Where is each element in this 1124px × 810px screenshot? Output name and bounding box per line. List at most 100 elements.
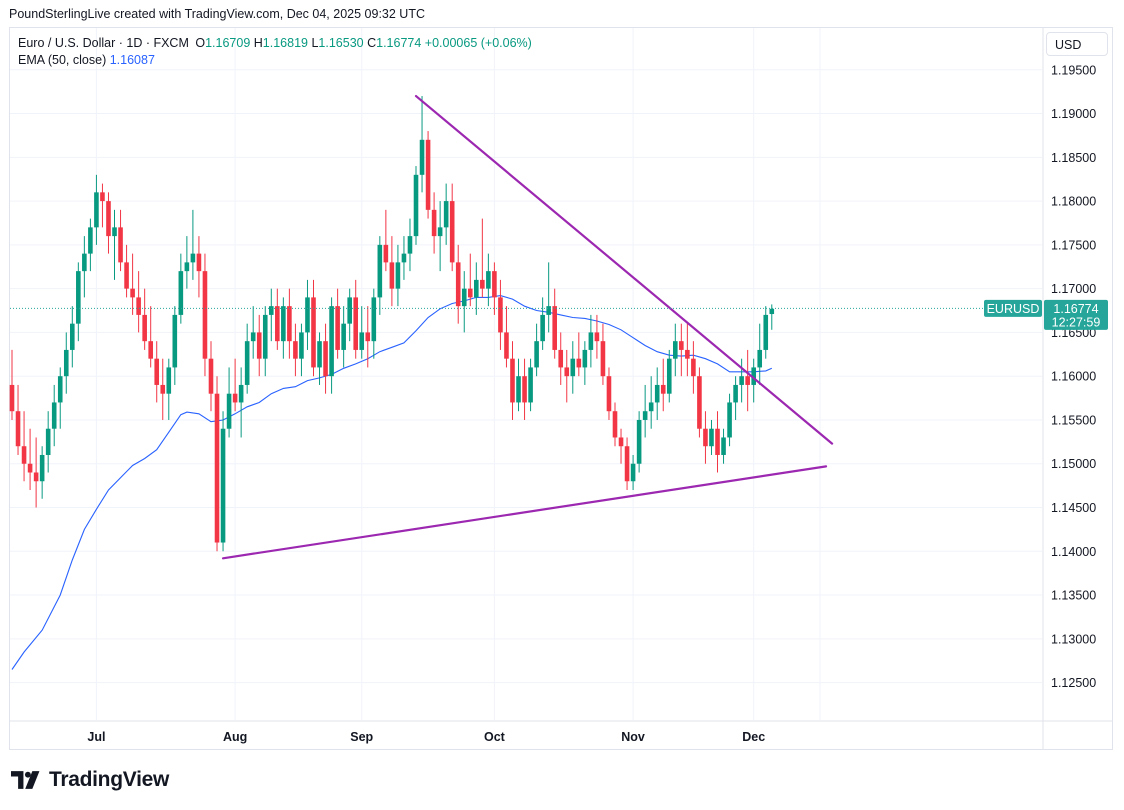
candle-body (262, 314, 268, 359)
candle-body (618, 437, 624, 447)
candle (347, 288, 352, 342)
candle (281, 297, 286, 359)
candle-body (606, 376, 612, 412)
candle-body (480, 279, 485, 289)
candle (419, 96, 425, 193)
legend-ema-value: 1.16087 (109, 53, 155, 67)
chart-attribution: PoundSterlingLive created with TradingVi… (9, 7, 425, 21)
candle-body (709, 428, 714, 447)
candle-body (63, 349, 69, 377)
candle (172, 306, 178, 385)
legend-high-label: H (253, 36, 263, 50)
candle (335, 288, 340, 359)
legend-symbol: Euro / U.S. Dollar · 1D · FXCM (18, 36, 189, 50)
candle (88, 218, 93, 272)
candle (449, 183, 455, 272)
candle-body (624, 446, 630, 482)
price-tick-label: 1.12500 (1051, 676, 1096, 690)
candle (76, 262, 81, 342)
tradingview-logo[interactable]: TradingView (11, 768, 169, 792)
candle-body (190, 253, 196, 263)
candle-body (160, 384, 166, 394)
time-tick-label: Dec (742, 730, 765, 744)
candle-body (226, 393, 232, 429)
candle (642, 384, 648, 438)
legend-change: +0.00065 (+0.06%) (424, 36, 532, 50)
candle-body (528, 367, 533, 403)
candle-body (208, 358, 214, 394)
candle-body (534, 341, 539, 368)
candle (588, 314, 594, 368)
candle (486, 253, 491, 307)
candle (311, 279, 316, 377)
candle-body (232, 393, 238, 403)
price-tick-label: 1.15000 (1051, 457, 1096, 471)
legend-close-label: C (367, 36, 377, 50)
candle-body (335, 306, 340, 350)
candle (329, 297, 334, 394)
candle (443, 183, 449, 245)
candle-body (275, 306, 280, 342)
candle-body (76, 271, 81, 324)
candle-body (347, 297, 352, 324)
candle (244, 323, 250, 394)
candle-body (461, 288, 467, 307)
candle (130, 253, 135, 315)
candle (51, 384, 57, 447)
legend-open-label: O (195, 36, 206, 50)
price-tick-label: 1.18000 (1051, 195, 1096, 209)
price-tick-label: 1.17000 (1051, 282, 1096, 296)
candle (293, 323, 298, 377)
candle-body (721, 437, 726, 455)
candle-body (305, 297, 310, 333)
time-tick-label: Sep (350, 730, 373, 744)
candle-body (413, 174, 419, 237)
candle-body (250, 332, 256, 342)
candle-body (612, 411, 618, 438)
candle-body (498, 297, 503, 333)
candle (70, 306, 75, 368)
time-tick-label: Aug (223, 730, 247, 744)
candle (39, 446, 45, 499)
candle (745, 349, 750, 412)
ema-layer (11, 295, 773, 670)
candle-body (679, 341, 684, 350)
candle-body (419, 139, 425, 175)
candle (57, 367, 63, 429)
candle (437, 201, 443, 272)
candle-body (691, 358, 696, 377)
candle (371, 288, 377, 359)
candle (250, 306, 256, 359)
candle (118, 209, 123, 272)
legend-ema-row: EMA (50, close) 1.16087 (18, 52, 532, 69)
candle-body (9, 384, 15, 412)
candle (401, 236, 407, 280)
candle (413, 166, 419, 245)
candle (510, 341, 515, 420)
candle (100, 183, 105, 228)
candle-body (648, 402, 654, 412)
candle-body (383, 244, 389, 263)
candle (697, 367, 702, 438)
candle (317, 332, 322, 385)
candle (606, 367, 612, 420)
candle (474, 262, 479, 315)
legend-low-label: L (311, 36, 319, 50)
candle-body (564, 367, 570, 377)
candle-body (594, 332, 600, 342)
candle-body (636, 419, 642, 464)
candle (142, 288, 147, 350)
price-tick-label: 1.13000 (1051, 632, 1096, 646)
candle-body (21, 446, 27, 464)
legend-high-value: 1.16819 (262, 36, 308, 50)
currency-button[interactable]: USD (1046, 32, 1108, 56)
candle (431, 192, 437, 254)
candle-body (118, 227, 123, 263)
candle (202, 253, 208, 377)
candle-body (588, 332, 594, 350)
candle (685, 323, 690, 377)
candle (534, 323, 539, 377)
candle (299, 323, 304, 377)
candle (600, 323, 606, 385)
